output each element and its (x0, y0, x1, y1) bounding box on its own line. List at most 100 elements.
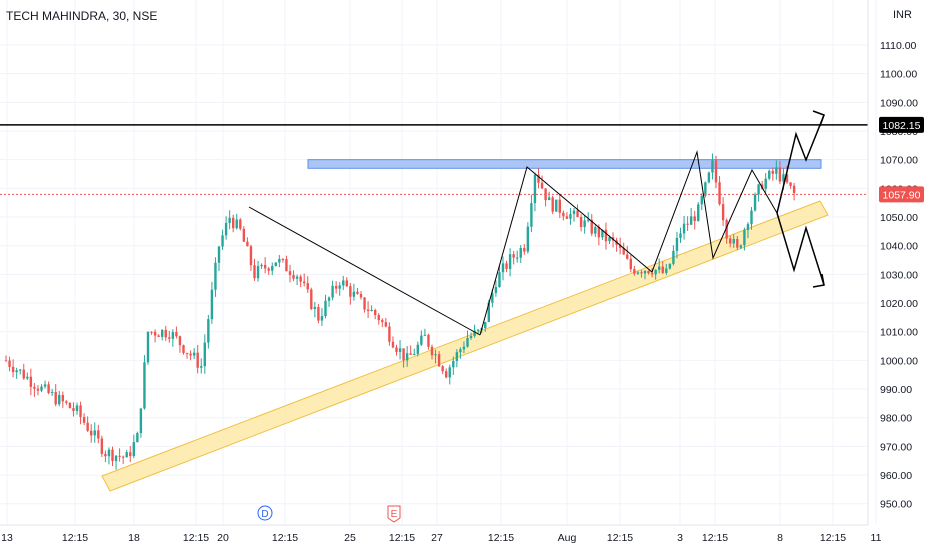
candle-body (107, 449, 111, 457)
candle-body (427, 334, 430, 347)
candle-body (551, 197, 554, 212)
candle-body (530, 203, 533, 227)
candle-body (192, 352, 196, 356)
candle-body (104, 453, 107, 457)
x-tick-label: 12:15 (820, 532, 846, 544)
candle-body (217, 246, 221, 263)
candle-body (352, 291, 356, 297)
candle-body (736, 238, 739, 248)
candle-body (175, 332, 178, 337)
candle-body (714, 160, 718, 183)
grid (0, 0, 877, 525)
candle-body (672, 250, 675, 264)
candle-body (168, 337, 171, 339)
candle-body (189, 353, 192, 356)
candle-body (597, 227, 601, 238)
earnings-event-label: E (391, 509, 398, 520)
support-channel (101, 200, 829, 492)
candle-body (501, 263, 505, 273)
candle-body (306, 283, 309, 290)
candle-body (707, 172, 711, 183)
candle-body (221, 235, 224, 247)
candle-body (668, 263, 672, 269)
earnings-event-marker (387, 505, 401, 523)
candle-body (604, 229, 608, 242)
candle-body (498, 272, 501, 288)
candle-body (228, 217, 231, 223)
candle-body (97, 430, 100, 439)
x-tick-label: 12:15 (62, 532, 88, 544)
candle-body (263, 264, 267, 269)
candle-body (693, 216, 696, 222)
x-tick-label: 12:15 (702, 532, 728, 544)
candle-body (68, 402, 72, 409)
candle-body (792, 185, 796, 193)
candle-body (430, 346, 434, 356)
level-price-tag (879, 116, 924, 133)
candle-body (437, 354, 441, 367)
candle-body (61, 395, 64, 402)
candle-body (359, 293, 363, 298)
candle-body (416, 344, 419, 354)
candle-body (455, 352, 459, 361)
candle-body (278, 258, 281, 263)
candle-body (36, 388, 40, 391)
candle-body (445, 371, 448, 378)
candle-body (182, 345, 185, 353)
candle-body (629, 258, 632, 270)
candle-body (682, 223, 686, 234)
zigzag-line (479, 150, 778, 336)
candle-body (679, 233, 682, 238)
candle-body (565, 216, 569, 219)
candle-body (526, 226, 530, 252)
breakdown-arrowhead (812, 273, 825, 288)
candle-body (746, 224, 750, 230)
candle-body (19, 369, 22, 371)
candle-body (374, 309, 377, 316)
candle-body (11, 366, 15, 373)
candle-body (50, 392, 54, 394)
candle-body (484, 321, 487, 329)
candle-body (405, 353, 409, 361)
candle-body (739, 245, 743, 248)
y-tick-label: 1070.00 (880, 155, 918, 167)
candle-body (345, 280, 348, 287)
candle-body (697, 204, 700, 222)
candle-body (562, 212, 565, 217)
candle-body (43, 384, 47, 387)
candle-body (519, 247, 522, 258)
candle-body (750, 210, 753, 225)
candle-body (132, 442, 135, 457)
candle-body (129, 452, 132, 457)
candle-body (402, 348, 405, 361)
candle-body (139, 408, 143, 434)
last-price-tag (879, 186, 924, 203)
candle-body (8, 360, 11, 367)
candle-body (533, 174, 537, 204)
candle-body (608, 237, 611, 242)
candle-body (29, 376, 33, 387)
candle-body (654, 269, 657, 275)
candle-body (473, 330, 476, 337)
y-tick-label: 1110.00 (880, 40, 917, 52)
y-tick-label: 1010.00 (880, 327, 918, 339)
candle-body (601, 229, 604, 238)
candle-body (324, 300, 327, 317)
candle-body (579, 217, 583, 228)
y-tick-label: 960.00 (880, 470, 912, 482)
y-tick-label: 1050.00 (880, 212, 918, 224)
downtrend-line (248, 206, 481, 336)
candle-body (366, 309, 370, 311)
candle-body (75, 405, 79, 411)
candle-body (253, 265, 256, 279)
x-tick-label: 11 (871, 532, 882, 544)
candle-body (381, 320, 384, 323)
breakout-projection (776, 114, 825, 214)
candle-body (505, 263, 508, 269)
candle-body (395, 347, 398, 352)
candle-body (789, 182, 792, 186)
candle-body (196, 352, 199, 368)
candle-body (285, 259, 288, 272)
x-tick-label: 12:15 (488, 532, 514, 544)
